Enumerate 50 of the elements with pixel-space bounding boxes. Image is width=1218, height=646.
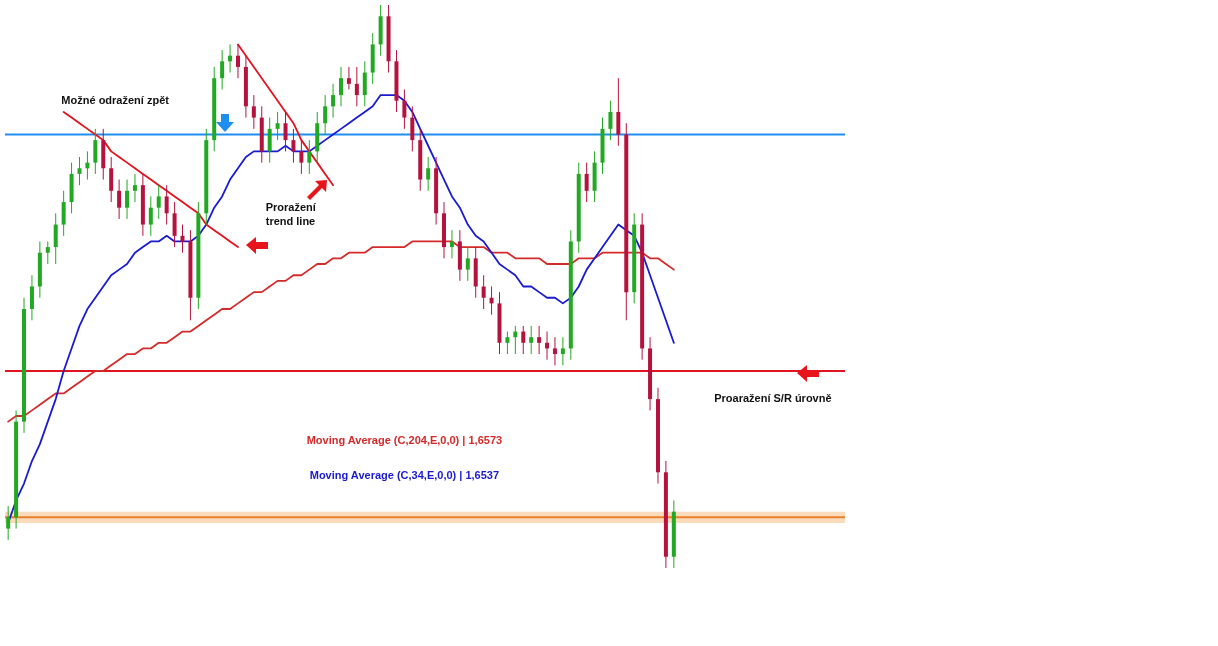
ref-line-label: Možné odražení zpět: [61, 93, 170, 106]
candlestick: [354, 66, 359, 107]
candlestick: [45, 240, 50, 265]
candlestick: [362, 60, 367, 107]
candlestick: [53, 212, 58, 265]
candlestick: [220, 49, 225, 90]
candlestick: [505, 331, 510, 355]
candlestick: [77, 156, 82, 186]
candlestick: [125, 179, 130, 220]
candlestick: [109, 156, 114, 203]
annotation: Proražení trend line: [265, 200, 317, 227]
candlestick: [449, 229, 454, 259]
candlestick: [291, 128, 296, 164]
candlestick: [251, 94, 256, 130]
candlestick: [235, 43, 240, 79]
candlestick: [323, 94, 328, 135]
candlestick: [307, 139, 312, 175]
candlestick: [132, 173, 137, 203]
candlestick: [331, 83, 336, 119]
candlestick: [537, 325, 542, 355]
candlestick: [552, 336, 557, 366]
candlestick: [29, 274, 34, 321]
candlestick: [283, 111, 288, 152]
candlestick: [339, 66, 343, 107]
candlestick: [299, 139, 304, 175]
candlestick: [346, 66, 351, 90]
text: Moving Average (C,204,E,0,0) | 1,6573: [306, 434, 503, 447]
candlestick: [529, 325, 534, 355]
candlestick: [275, 111, 280, 141]
candlestick: [61, 190, 66, 237]
candlestick: [560, 336, 565, 366]
legend-label: Proaražení S/R úrovně: [714, 392, 832, 405]
candlestick: [426, 156, 431, 192]
candlestick: [148, 195, 153, 237]
candlestick: [616, 77, 621, 147]
candlestick: [164, 184, 169, 226]
candlestick: [156, 184, 161, 220]
candlestick: [521, 325, 526, 355]
candlestick: [410, 105, 415, 152]
candlestick: [584, 162, 589, 203]
candlestick: [172, 201, 177, 248]
text: Moving Average (C,34,E,0,0) | 1,6537: [309, 469, 500, 482]
candlestick: [608, 100, 613, 141]
candlestick: [402, 88, 407, 130]
candlestick: [465, 246, 470, 282]
candlestick: [267, 117, 272, 164]
candlestick: [93, 128, 98, 175]
candlestick: [117, 179, 122, 220]
candlestick: [481, 274, 486, 310]
candlestick: [6, 505, 11, 541]
